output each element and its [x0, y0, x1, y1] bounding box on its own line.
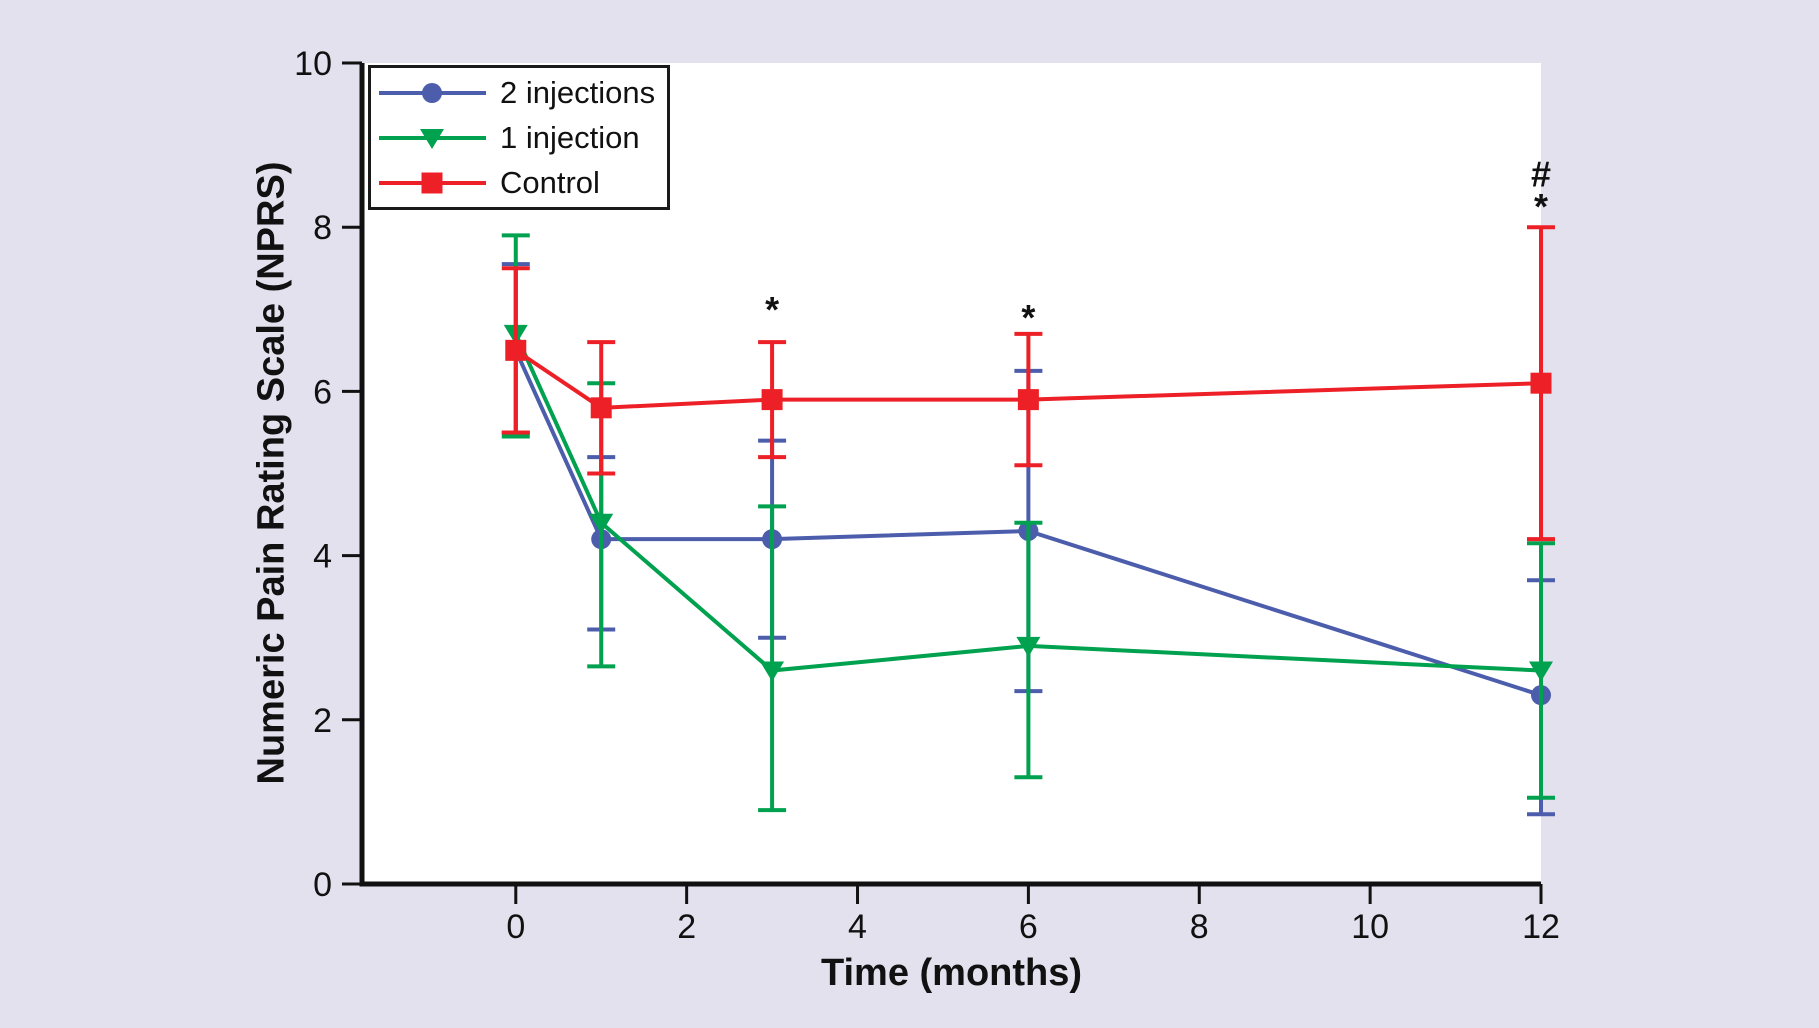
x-axis-title: Time (months): [820, 952, 1083, 994]
y-tick-label: 10: [294, 45, 332, 83]
y-tick-label: 4: [313, 538, 332, 576]
square-marker-icon: [379, 172, 486, 193]
triangle-marker-icon: [379, 128, 486, 149]
square-marker: [505, 339, 527, 361]
legend-item-1-injection: 1 injection: [375, 116, 663, 159]
x-tick-label: 8: [1190, 908, 1209, 946]
x-tick-label: 0: [506, 908, 525, 946]
legend-label: 1 injection: [500, 120, 640, 155]
annotations: * *#*: [765, 153, 1551, 338]
x-tick-label: 10: [1351, 908, 1389, 946]
legend-item-2-injections: 2 injections: [375, 71, 663, 114]
circle-marker-icon: [379, 82, 486, 103]
axes: [359, 63, 1541, 887]
legend-item-control: Control: [375, 161, 663, 204]
square-marker: [590, 397, 612, 419]
y-tick-label: 6: [313, 373, 332, 411]
x-tick-label: 6: [1019, 908, 1038, 946]
y-tick-label: 8: [313, 209, 332, 247]
y-tick-label: 2: [313, 702, 332, 740]
legend-label: 2 injections: [500, 75, 656, 110]
y-axis-title: Numeric Pain Rating Scale (NPRS): [250, 161, 293, 785]
x-tick-label: 12: [1522, 908, 1560, 946]
x-tick-label: 2: [677, 908, 696, 946]
triangle-marker: [1529, 661, 1553, 682]
legend-label: Control: [500, 165, 600, 200]
triangle-marker: [589, 513, 614, 534]
significance-marker: *: [765, 289, 779, 330]
triangle-marker: [760, 661, 785, 682]
square-marker: [1017, 389, 1039, 411]
square-marker: [1530, 372, 1552, 394]
axis-ticks: 0 2 4 6 8 10 12 0 2 4 6 8 10: [294, 45, 1560, 946]
x-tick-label: 4: [848, 908, 867, 946]
y-tick-label: 0: [313, 866, 332, 904]
chart-legend: 2 injections 1 injection Control: [368, 65, 670, 210]
significance-marker: *: [1534, 186, 1548, 227]
significance-marker: *: [1021, 297, 1035, 338]
series-control: [501, 225, 1555, 542]
triangle-marker: [1016, 636, 1041, 657]
significance-marker: #: [1531, 153, 1551, 194]
square-marker: [761, 389, 783, 411]
